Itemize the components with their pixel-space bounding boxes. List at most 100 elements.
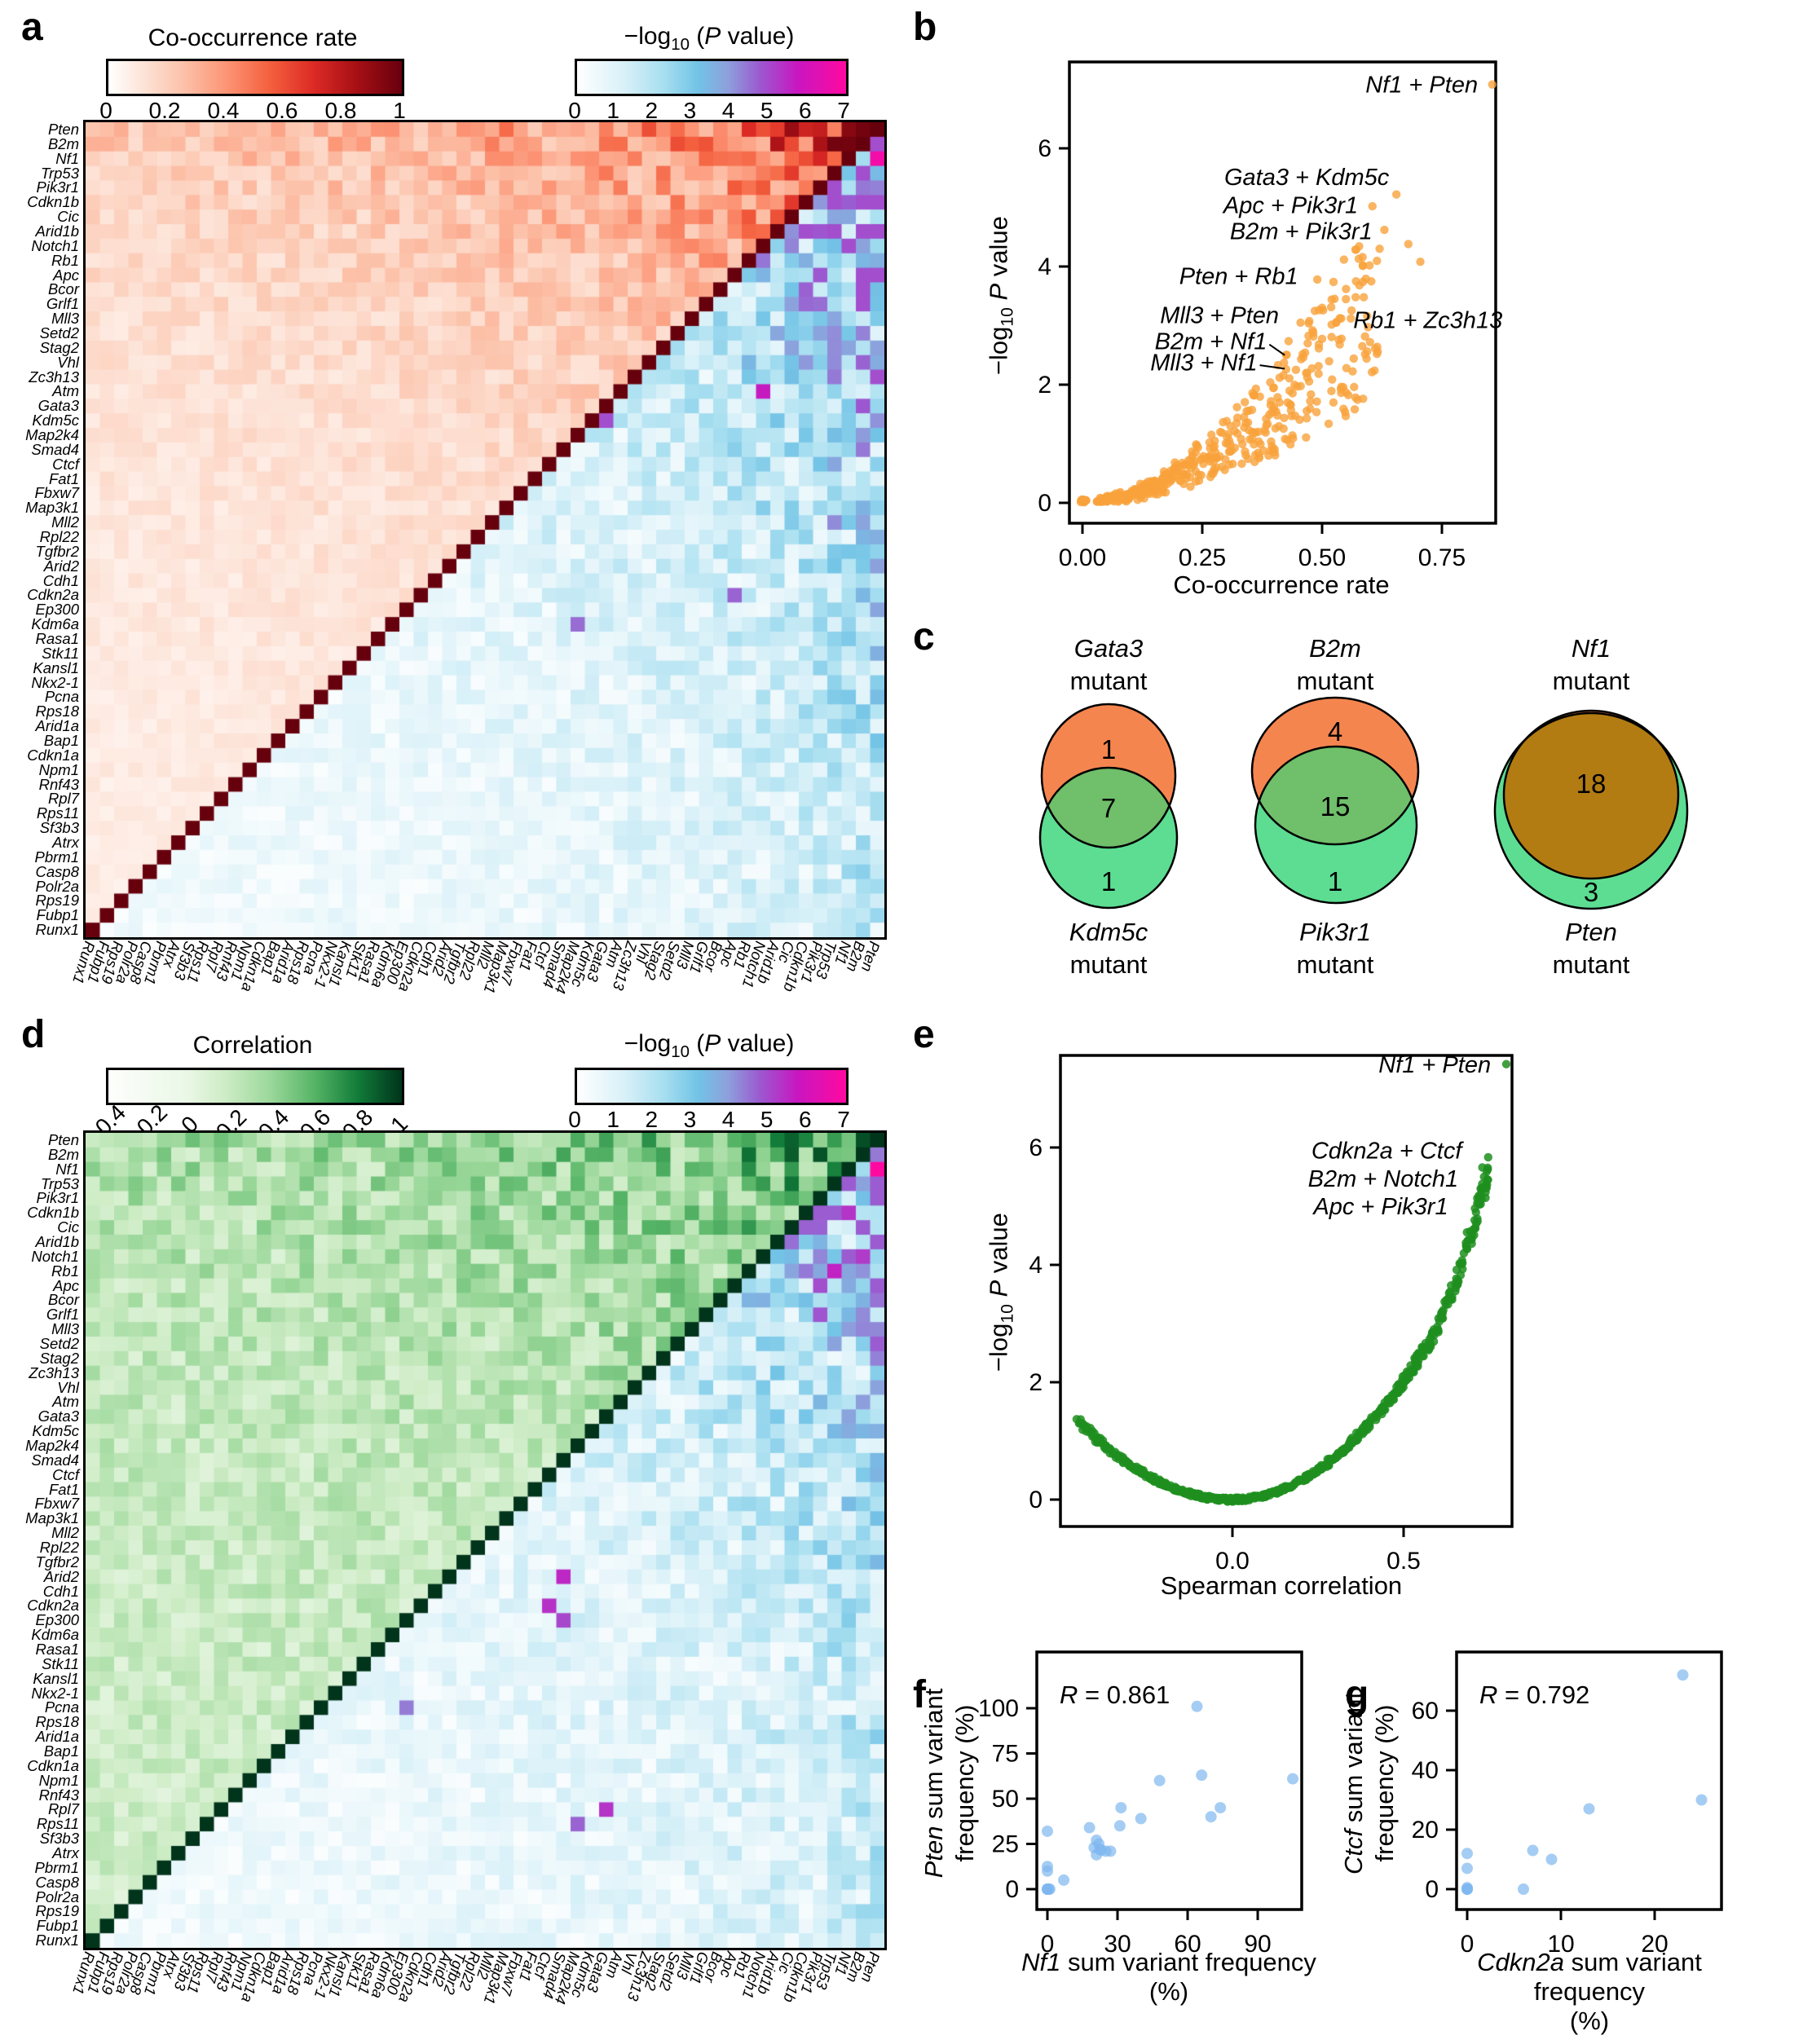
- data-point: [1583, 1803, 1595, 1815]
- data-point: [1488, 80, 1497, 89]
- x-tick-label: 30: [1104, 1931, 1131, 1958]
- data-point: [1367, 368, 1377, 377]
- gene-row-label: Nf1: [55, 149, 79, 167]
- data-point: [1281, 364, 1291, 374]
- y-tick-label: 6: [1038, 135, 1051, 162]
- colorbar-tick-label: 5: [760, 1107, 774, 1132]
- heatmap-d-frame: [83, 1130, 887, 1950]
- data-point: [1289, 1479, 1299, 1488]
- data-point: [1295, 415, 1304, 425]
- data-point: [1250, 1494, 1259, 1503]
- data-point: [1156, 478, 1166, 487]
- data-point: [1314, 340, 1324, 349]
- annotation-label: Nf1 + Pten: [1365, 73, 1478, 99]
- venn-overlap-region: [1504, 713, 1678, 879]
- data-point: [1327, 295, 1336, 304]
- data-point: [1471, 1208, 1481, 1217]
- data-point: [1104, 1845, 1117, 1857]
- data-point: [1191, 477, 1201, 487]
- x-tick-label: 0: [1041, 1931, 1055, 1958]
- colorbar-tick-label: 3: [683, 98, 697, 123]
- venn-overlap-region: [1042, 768, 1175, 848]
- data-point: [1342, 1444, 1351, 1454]
- colorbar-tick-label: 0: [568, 1107, 581, 1132]
- data-point: [1418, 1345, 1427, 1355]
- panel-e-letter: e: [913, 1013, 935, 1056]
- panel-g-letter: g: [1345, 1673, 1369, 1716]
- data-point: [1328, 375, 1337, 384]
- gene-row-label: Cdkn1a: [27, 746, 79, 764]
- gene-row-label: Bcor: [47, 280, 79, 298]
- gene-row-label: B2m: [47, 134, 79, 152]
- data-point: [1289, 434, 1298, 443]
- data-point: [1272, 1488, 1281, 1498]
- data-point: [1325, 1454, 1334, 1464]
- y-tick-label: 0: [1005, 1876, 1019, 1903]
- gene-row-label: Cic: [57, 208, 79, 226]
- scatter-b-x-axis-label: Co-occurrence rate: [1173, 570, 1390, 599]
- x-tick-label: 0.50: [1298, 544, 1346, 571]
- data-point: [1373, 256, 1382, 266]
- gene-row-label: Cdkn1a: [27, 1756, 79, 1774]
- data-point: [1305, 1473, 1315, 1482]
- gene-row-label: Zc3h13: [29, 368, 79, 385]
- data-point: [1451, 1284, 1461, 1293]
- y-tick-label: 2: [1029, 1369, 1043, 1396]
- data-point: [1105, 1443, 1114, 1453]
- data-point: [1240, 398, 1250, 407]
- data-point: [1475, 1191, 1483, 1200]
- gene-row-label: Pcna: [44, 688, 79, 706]
- scatter-f-r-value: R = 0.861: [1060, 1681, 1170, 1709]
- heatmap-a-frame: [83, 120, 887, 940]
- scatter-e-frame: [1059, 1054, 1514, 1528]
- data-point: [1241, 447, 1250, 456]
- gene-row-label: Vhl: [57, 1378, 79, 1396]
- data-point: [1224, 447, 1234, 456]
- data-point: [1445, 1287, 1454, 1297]
- gene-row-label: Arid1a: [35, 1728, 79, 1746]
- venn-green-outline: [1038, 766, 1179, 910]
- data-point: [1461, 1882, 1473, 1894]
- x-tick-label: 0.75: [1418, 544, 1466, 571]
- colorbar-d-correlation: [106, 1068, 404, 1105]
- data-point: [1677, 1669, 1689, 1681]
- data-point: [1527, 1844, 1539, 1857]
- gene-row-label: Rps11: [36, 804, 79, 822]
- data-point: [1391, 190, 1401, 199]
- data-point: [1348, 367, 1357, 376]
- data-point: [1304, 377, 1314, 386]
- gene-row-label: Fat1: [48, 1480, 79, 1498]
- data-point: [1273, 393, 1282, 402]
- x-tick-label: 0: [1461, 1931, 1475, 1958]
- data-point: [1327, 333, 1336, 341]
- gene-row-label: Npm1: [38, 1771, 79, 1789]
- gene-row-label: Arid1b: [35, 222, 79, 240]
- gene-row-label: Fbxw7: [34, 484, 80, 502]
- venn-1-top-label: Gata3 mutant: [1069, 634, 1148, 695]
- colorbar-tick-label: 6: [799, 98, 812, 123]
- data-point: [1300, 348, 1310, 357]
- data-point: [1395, 1379, 1404, 1389]
- data-point: [1192, 441, 1201, 450]
- data-point: [1091, 1437, 1100, 1447]
- annotation-label: Rb1 + Zc3h13: [1353, 307, 1502, 333]
- data-point: [1365, 337, 1375, 346]
- gene-row-label: Trp53: [41, 164, 79, 182]
- data-point: [1210, 465, 1219, 474]
- data-point: [1384, 1399, 1393, 1408]
- data-point: [1342, 294, 1351, 304]
- gene-row-label: Rasa1: [35, 1641, 79, 1658]
- data-point: [1072, 1415, 1082, 1424]
- gene-row-label: Map2k4: [25, 426, 79, 443]
- gene-row-label: Gata3: [37, 397, 79, 415]
- annotation-label: B2m + Notch1: [1308, 1166, 1459, 1192]
- data-point: [1285, 374, 1294, 383]
- data-point: [1358, 253, 1367, 262]
- data-point: [1346, 1435, 1356, 1444]
- data-point: [1224, 436, 1234, 445]
- colorbar-tick-label: 0: [568, 98, 581, 123]
- venn-1-bottom-label: Kdm5c mutant: [1069, 918, 1148, 979]
- data-point: [1274, 421, 1284, 431]
- data-point: [1254, 437, 1263, 446]
- data-point: [1326, 302, 1336, 312]
